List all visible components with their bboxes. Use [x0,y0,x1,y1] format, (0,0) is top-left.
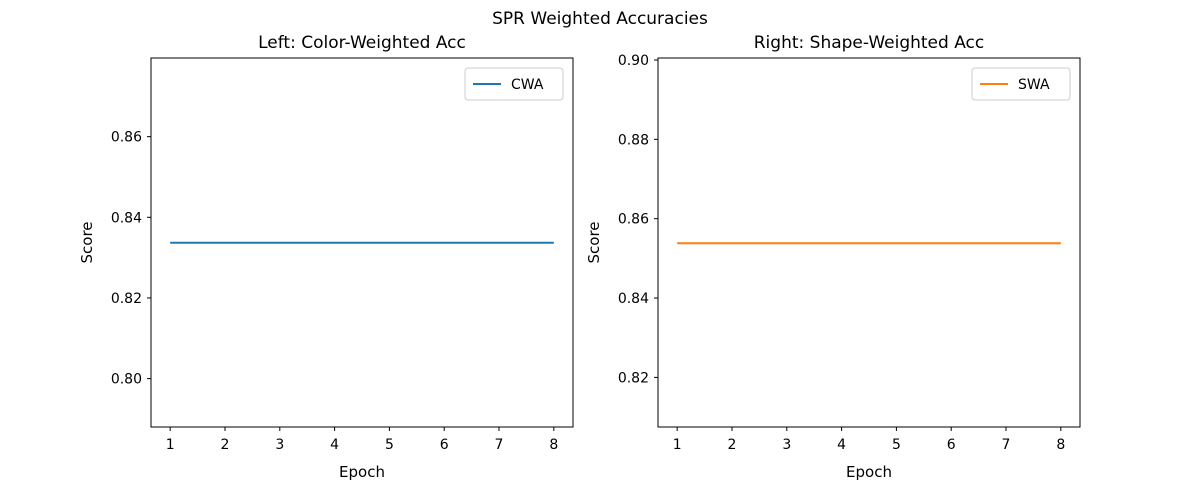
y-tick-label: 0.86 [618,212,649,228]
y-tick-label: 0.82 [111,291,142,307]
y-tick-label: 0.88 [618,132,649,148]
y-tick-label: 0.82 [618,370,649,386]
x-tick-label: 4 [837,437,846,453]
legend-label-cwa: CWA [511,77,544,93]
legend-label-swa: SWA [1018,77,1050,93]
x-tick-label: 3 [782,437,791,453]
x-tick-label: 1 [166,437,175,453]
x-axis-label: Epoch [846,463,892,480]
y-axis-label: Score [585,221,603,263]
legend: SWA [971,67,1071,101]
y-tick-label: 0.84 [111,210,142,226]
y-tick-label: 0.86 [111,130,142,146]
x-tick-label: 7 [495,437,504,453]
legend-box [464,67,564,101]
x-tick-label: 5 [385,437,394,453]
x-tick-label: 8 [1056,437,1065,453]
x-tick-label: 7 [1002,437,1011,453]
figure-suptitle: SPR Weighted Accuracies [492,9,708,29]
legend-box [971,67,1071,101]
axes-frame [657,57,1081,428]
y-tick-label: 0.84 [618,291,649,307]
x-axis-label: Epoch [339,463,385,480]
x-tick-label: 5 [892,437,901,453]
right-chart-swa: Right: Shape-Weighted Acc 1 2 3 4 5 6 7 8 0.82 0.8… [585,33,1081,480]
y-axis-label: Score [78,221,96,263]
legend: CWA [464,67,564,101]
x-tick-label: 1 [673,437,682,453]
x-tick-label: 6 [947,437,956,453]
y-tick-label: 0.80 [111,372,142,388]
chart-title: Right: Shape-Weighted Acc [754,33,984,53]
x-tick-label: 2 [728,437,737,453]
axes-frame [150,57,574,428]
chart-title: Left: Color-Weighted Acc [258,33,466,53]
x-tick-label: 8 [549,437,558,453]
y-tick-label: 0.90 [618,53,649,69]
x-tick-label: 6 [440,437,449,453]
left-chart-cwa: Left: Color-Weighted Acc 1 2 3 4 5 6 7 8 0.80 0.82… [78,33,574,480]
x-tick-label: 4 [330,437,339,453]
x-tick-label: 2 [221,437,230,453]
x-tick-label: 3 [275,437,284,453]
